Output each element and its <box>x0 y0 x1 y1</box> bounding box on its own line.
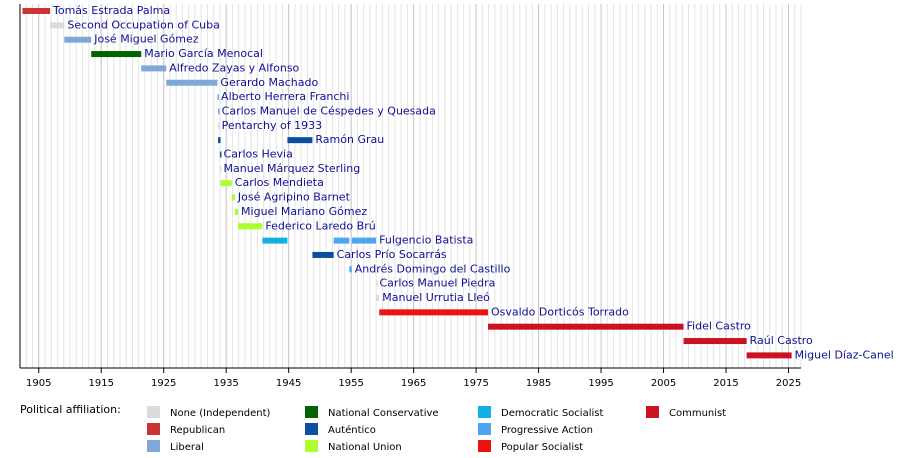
term-bar <box>683 338 747 345</box>
legend-swatch <box>646 406 659 418</box>
term-bar <box>166 79 218 86</box>
term-bar <box>218 122 220 129</box>
legend-label: Auténtico <box>328 424 376 436</box>
x-tick-label: 1975 <box>463 378 488 389</box>
legend-swatch <box>147 423 160 435</box>
legend-swatch <box>305 406 318 418</box>
term-bar <box>287 137 313 144</box>
term-bar <box>64 36 92 43</box>
x-tick-label: 1995 <box>588 378 613 389</box>
x-tick-label: 1985 <box>526 378 551 389</box>
legend-label: National Conservative <box>328 408 439 419</box>
term-bar <box>349 266 352 273</box>
row-label: Federico Laredo Brú <box>265 219 375 232</box>
legend-title: Political affiliation: <box>20 403 121 416</box>
row-label: Alfredo Zayas y Alfonso <box>169 61 299 74</box>
row-label: Manuel Márquez Sterling <box>224 162 361 175</box>
row-label: Gerardo Machado <box>220 76 318 89</box>
term-bar <box>312 251 334 258</box>
row-label: Fulgencio Batista <box>379 234 473 247</box>
term-bar <box>141 65 167 72</box>
x-tick-label: 1945 <box>276 378 301 389</box>
legend-swatch <box>478 406 491 418</box>
row-label: Raúl Castro <box>750 334 813 347</box>
x-tick-label: 2015 <box>713 378 738 389</box>
row-label: Carlos Manuel Piedra <box>379 277 495 290</box>
x-tick-label: 1905 <box>26 378 51 389</box>
term-bar <box>91 51 142 58</box>
legend-swatch <box>305 440 318 452</box>
term-bar <box>217 94 219 101</box>
row-label: Miguel Mariano Gómez <box>241 205 367 218</box>
term-bar <box>218 108 220 115</box>
term-bar <box>238 223 263 230</box>
term-bar <box>231 194 235 201</box>
legend-swatch <box>147 440 160 452</box>
row-label: Carlos Prío Socarrás <box>337 248 447 261</box>
legend-label: National Union <box>328 442 402 453</box>
row-label: Carlos Mendieta <box>235 176 324 189</box>
x-tick-label: 2005 <box>651 378 676 389</box>
term-bar <box>746 352 792 359</box>
term-bar <box>219 151 222 158</box>
x-tick-label: 1935 <box>213 378 238 389</box>
row-label: Miguel Díaz-Canel <box>795 348 894 361</box>
legend-label: Progressive Action <box>501 425 593 436</box>
term-bar <box>333 237 350 244</box>
x-tick-label: 1965 <box>401 378 426 389</box>
x-tick-label: 1925 <box>151 378 176 389</box>
legend-swatch <box>478 423 491 435</box>
x-tick-label: 1915 <box>88 378 113 389</box>
term-bar <box>219 165 222 172</box>
row-label: Carlos Hevia <box>224 148 293 161</box>
x-tick-label: 2025 <box>776 378 801 389</box>
term-bar <box>218 137 221 144</box>
row-label: Alberto Herrera Franchi <box>221 90 349 103</box>
term-bar <box>49 22 65 29</box>
legend-label: Republican <box>170 425 225 436</box>
row-label: Osvaldo Dorticós Torrado <box>491 305 629 318</box>
term-bar <box>379 309 488 316</box>
row-label: Andrés Domingo del Castillo <box>355 262 511 275</box>
legend-swatch <box>478 440 491 452</box>
row-label: Second Occupation of Cuba <box>67 18 219 31</box>
legend-swatch <box>305 423 318 435</box>
legend-label: Communist <box>669 408 726 419</box>
term-bar <box>220 180 232 187</box>
term-bar <box>376 295 380 301</box>
legend-label: Liberal <box>170 442 204 453</box>
legend-label: Democratic Socialist <box>501 408 603 419</box>
term-bar <box>234 208 239 215</box>
legend-label: Popular Socialist <box>501 442 583 453</box>
row-label: Carlos Manuel de Céspedes y Quesada <box>222 104 436 117</box>
term-bar <box>22 8 50 14</box>
row-label: Tomás Estrada Palma <box>52 4 170 17</box>
row-label: Mario García Menocal <box>144 47 263 60</box>
row-label: Manuel Urrutia Lleó <box>382 291 490 304</box>
row-label: José Miguel Gómez <box>93 33 199 46</box>
term-bar <box>351 237 377 244</box>
legend-swatch <box>147 406 160 418</box>
legend-label: None (Independent) <box>170 408 271 419</box>
term-bar <box>376 280 378 287</box>
row-label: Fidel Castro <box>687 320 752 333</box>
row-label: Ramón Grau <box>315 133 384 146</box>
x-tick-label: 1955 <box>338 378 363 389</box>
term-bar <box>487 323 684 330</box>
row-label: Pentarchy of 1933 <box>222 119 322 132</box>
row-label: José Agripino Barnet <box>237 191 351 204</box>
term-bar <box>262 237 288 244</box>
